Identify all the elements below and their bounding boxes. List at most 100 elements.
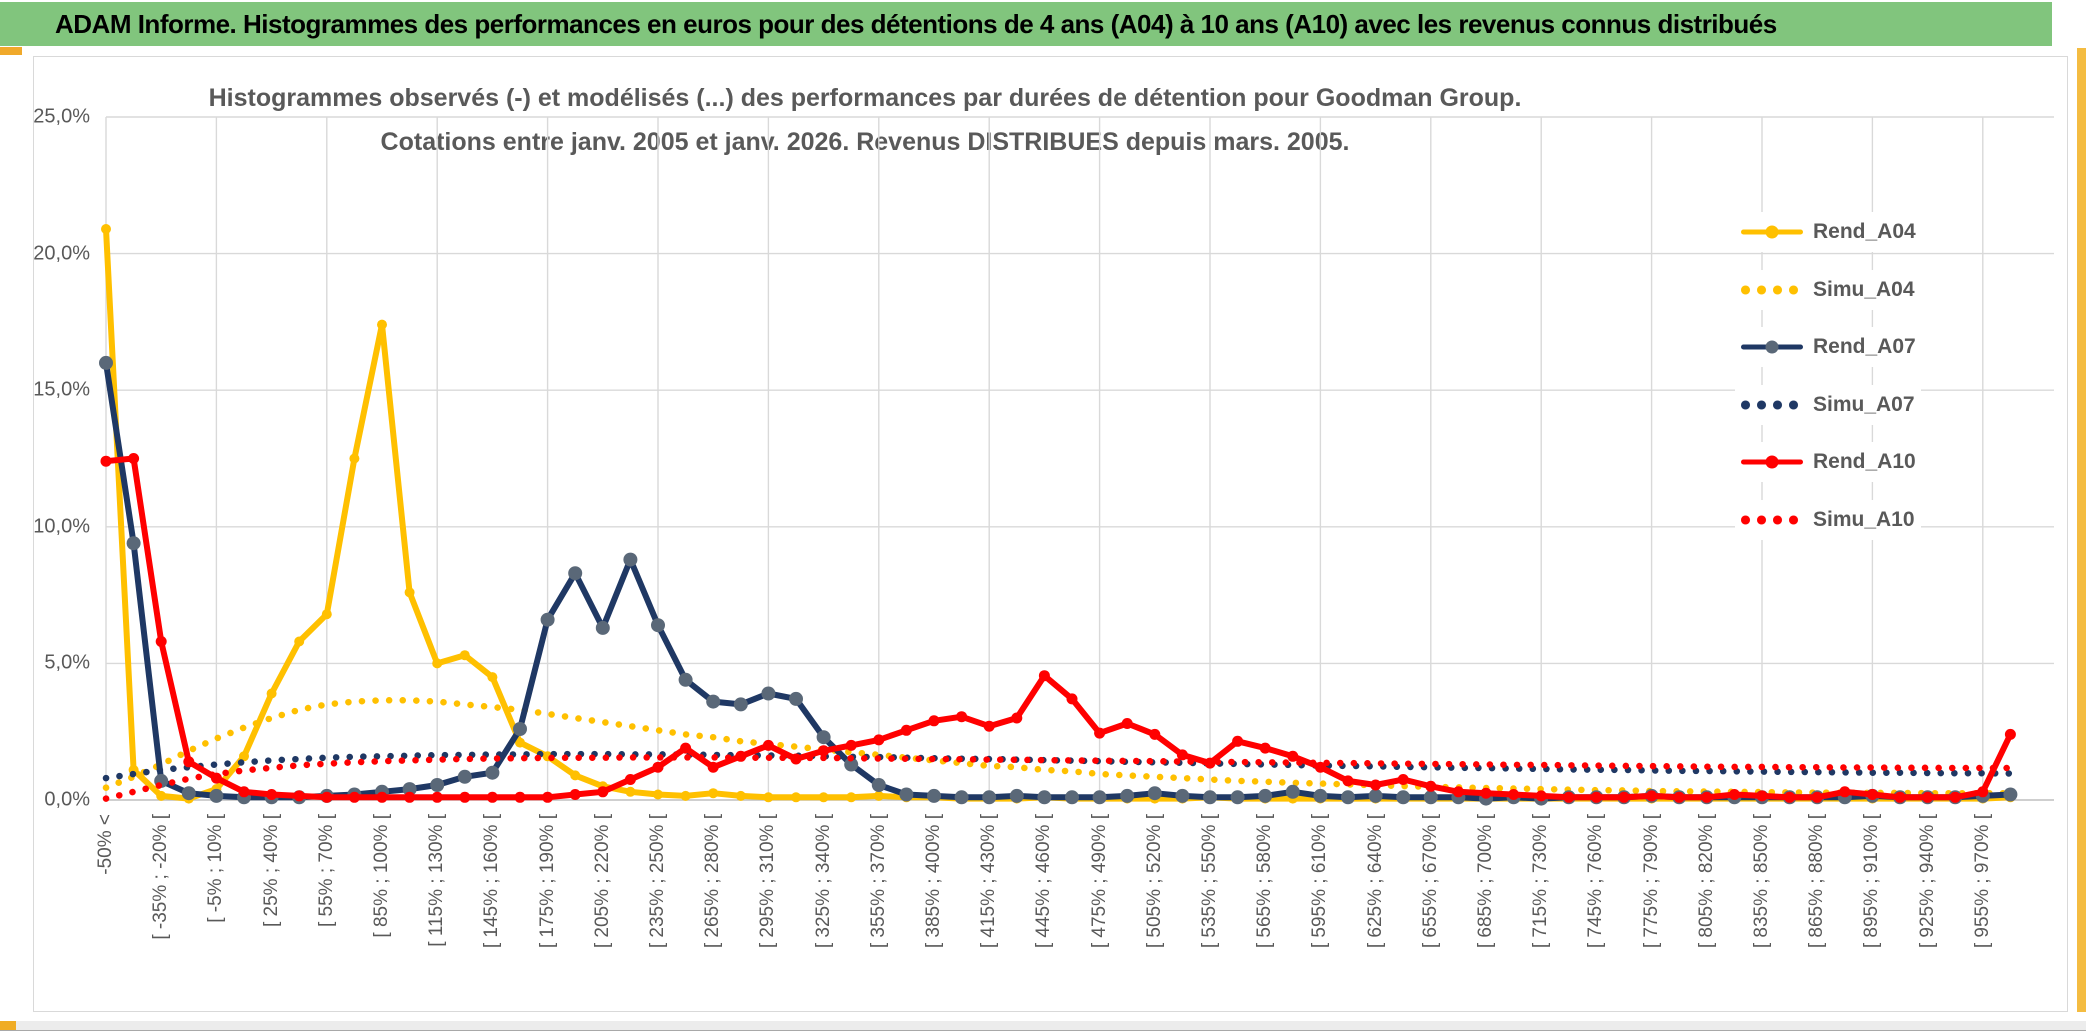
- data-point-rend_a10: [1232, 735, 1244, 747]
- dotted-line-sample-icon: [1741, 285, 1803, 295]
- data-point-rend_a07: [457, 769, 472, 784]
- data-point-rend_a04: [680, 790, 691, 801]
- data-point-rend_a04: [349, 453, 360, 464]
- x-axis-tick-label: [ 565% ; 580% [: [1254, 814, 1276, 949]
- data-point-rend_a10: [155, 636, 167, 647]
- series-line-rend_a04: [103, 226, 2014, 802]
- data-point-rend_a10: [1618, 791, 1630, 803]
- data-point-rend_a07: [1065, 790, 1079, 805]
- bottom-row-strip: [0, 1021, 2086, 1031]
- data-point-rend_a07: [1396, 790, 1411, 805]
- x-axis-tick-label: [ 925% ; 940% [: [1916, 814, 1938, 949]
- series-line-rend_a10: [103, 455, 2014, 801]
- data-point-rend_a10: [486, 791, 498, 803]
- data-point-rend_a10: [707, 761, 719, 773]
- data-point-rend_a10: [1535, 790, 1547, 802]
- data-point-rend_a10: [1922, 791, 1934, 803]
- solid-line-sample-icon: [1741, 225, 1803, 239]
- solid-line-sample-icon: [1741, 340, 1803, 354]
- data-point-rend_a10: [1977, 786, 1989, 798]
- data-point-rend_a10: [321, 791, 333, 803]
- data-point-rend_a10: [266, 789, 278, 800]
- x-axis-tick-label: [ 505% ; 520% [: [1143, 814, 1165, 949]
- x-axis-tick-label: [ 865% ; 880% [: [1806, 814, 1828, 949]
- x-axis-tick-label: [ 325% ; 340% [: [812, 814, 834, 949]
- legend-item-simu_a10[interactable]: Simu_A10: [1735, 500, 1921, 540]
- data-point-rend_a10: [900, 724, 912, 736]
- data-point-rend_a10: [1204, 757, 1216, 769]
- data-point-rend_a10: [431, 791, 443, 803]
- data-point-rend_a10: [1094, 727, 1106, 739]
- data-point-rend_a10: [818, 745, 830, 757]
- data-point-rend_a10: [1149, 728, 1161, 740]
- data-point-rend_a10: [1259, 742, 1271, 754]
- series-line-simu_a04: [102, 697, 2014, 797]
- data-point-rend_a04: [763, 792, 774, 803]
- data-point-rend_a04: [818, 792, 829, 803]
- data-point-rend_a10: [404, 791, 416, 803]
- data-point-rend_a04: [239, 751, 249, 762]
- x-axis-tick-label: [ 205% ; 220% [: [591, 814, 613, 949]
- y-axis-tick-label: 5,0%: [44, 651, 90, 674]
- bottom-accent-cell: [0, 1021, 16, 1030]
- data-point-rend_a10: [1949, 791, 1961, 803]
- data-point-rend_a07: [1423, 790, 1438, 805]
- legend-label: Simu_A07: [1813, 393, 1915, 416]
- data-point-rend_a07: [954, 790, 969, 805]
- data-point-rend_a07: [1313, 788, 1328, 803]
- data-point-rend_a10: [1066, 693, 1078, 705]
- data-point-rend_a07: [1120, 788, 1135, 803]
- data-point-rend_a10: [1590, 791, 1602, 803]
- data-point-rend_a10: [1370, 779, 1382, 791]
- data-point-rend_a04: [570, 770, 581, 781]
- x-axis-tick-label: [ 685% ; 700% [: [1475, 814, 1496, 949]
- legend-item-rend_a10[interactable]: Rend_A10: [1735, 442, 1922, 482]
- x-axis-tick-label: [ 115% ; 130% [: [426, 814, 448, 947]
- data-point-rend_a07: [430, 778, 445, 792]
- data-point-rend_a10: [1314, 761, 1326, 773]
- data-point-rend_a07: [733, 697, 748, 712]
- legend-item-simu_a04[interactable]: Simu_A04: [1735, 270, 1921, 310]
- data-point-rend_a10: [983, 720, 995, 732]
- data-point-rend_a10: [348, 791, 360, 803]
- legend-item-rend_a07[interactable]: Rend_A07: [1735, 327, 1922, 367]
- data-point-rend_a04: [404, 587, 415, 598]
- x-axis-tick-label: [ 835% ; 850% [: [1751, 814, 1772, 949]
- data-point-rend_a10: [1756, 790, 1768, 802]
- x-axis-tick-label: [ 655% ; 670% [: [1419, 814, 1441, 949]
- data-point-rend_a04: [735, 790, 746, 801]
- data-point-rend_a10: [1646, 790, 1658, 802]
- data-point-rend_a04: [791, 792, 801, 803]
- data-point-rend_a10: [238, 786, 250, 798]
- data-point-rend_a04: [459, 650, 470, 661]
- data-point-rend_a10: [1121, 718, 1133, 729]
- data-point-rend_a04: [101, 224, 111, 234]
- x-axis-tick-label: -50% <: [95, 814, 116, 875]
- data-point-rend_a04: [266, 688, 277, 699]
- data-point-rend_a10: [376, 791, 388, 803]
- data-point-rend_a07: [1258, 788, 1273, 803]
- data-point-rend_a10: [1563, 791, 1575, 803]
- legend-item-simu_a07[interactable]: Simu_A07: [1735, 385, 1921, 425]
- data-point-rend_a04: [321, 609, 332, 620]
- data-point-rend_a10: [1728, 789, 1740, 800]
- x-axis-tick-label: [ 25% ; 40% [: [260, 814, 282, 928]
- data-point-rend_a07: [568, 566, 583, 581]
- data-point-rend_a07: [899, 787, 914, 802]
- x-axis-tick-label: [ 745% ; 760% [: [1585, 814, 1607, 949]
- data-point-rend_a10: [1508, 789, 1520, 800]
- data-point-rend_a10: [1480, 787, 1492, 799]
- data-point-rend_a07: [982, 790, 997, 805]
- data-point-rend_a10: [459, 791, 471, 803]
- legend-label: Rend_A07: [1813, 335, 1916, 358]
- y-axis-tick-label: 15,0%: [33, 378, 90, 401]
- data-point-rend_a04: [873, 790, 884, 801]
- x-axis-tick-label: [ 415% ; 430% [: [978, 814, 1000, 949]
- legend-item-rend_a04[interactable]: Rend_A04: [1735, 212, 1922, 252]
- chart-title: Histogrammes observés (-) et modélisés (…: [150, 76, 1580, 164]
- x-axis-tick-label: [ 295% ; 310% [: [757, 814, 779, 949]
- data-point-rend_a04: [708, 788, 719, 799]
- data-point-rend_a10: [928, 715, 940, 727]
- data-point-rend_a07: [1368, 788, 1383, 803]
- data-point-rend_a07: [844, 757, 859, 772]
